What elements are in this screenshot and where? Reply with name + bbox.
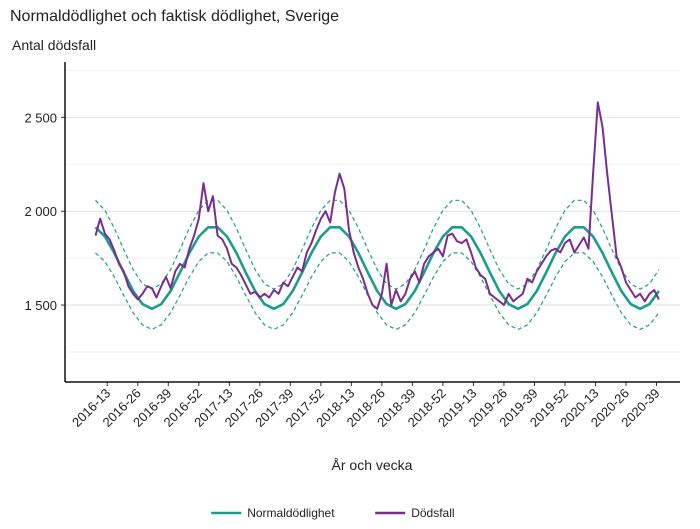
legend-label: Normaldödlighet — [247, 506, 335, 520]
x-axis-label: År och vecka — [332, 457, 413, 473]
chart-title: Normaldödlighet och faktisk dödlighet, S… — [10, 8, 339, 25]
band-line — [95, 252, 660, 330]
y-axis-label: Antal dödsfall — [12, 37, 96, 53]
legend-label: Dödsfall — [411, 506, 454, 520]
band-line — [95, 199, 660, 290]
series-line — [94, 101, 660, 310]
series-line — [94, 226, 660, 311]
y-tick-label: 2 000 — [24, 204, 57, 219]
y-tick-label: 1 500 — [24, 298, 57, 313]
y-tick-label: 2 500 — [24, 110, 57, 125]
